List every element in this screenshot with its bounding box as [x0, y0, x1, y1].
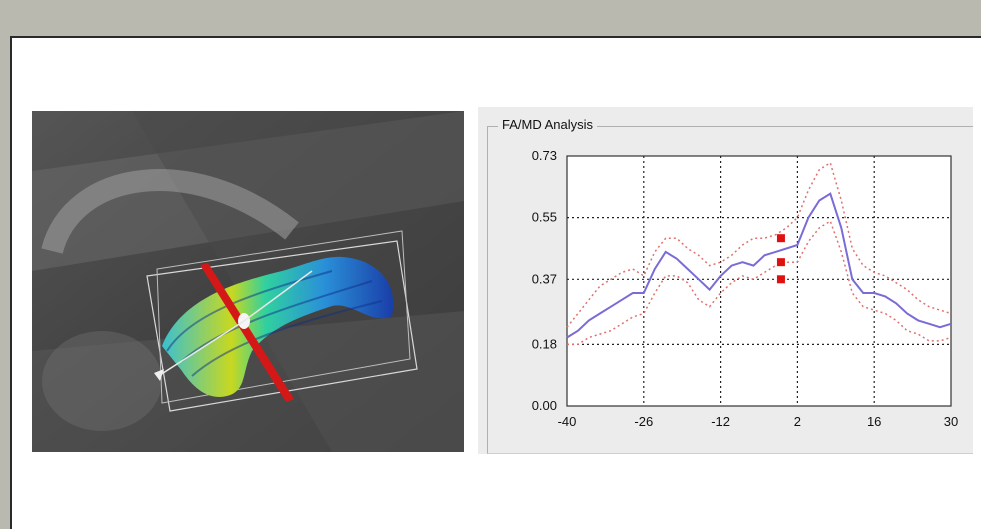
- x-tick-label: -26: [634, 414, 653, 429]
- y-tick-labels: 0.00 0.18 0.37 0.55 0.73: [532, 148, 557, 413]
- y-tick-label: 0.55: [532, 210, 557, 225]
- x-tick-label: 2: [794, 414, 801, 429]
- tractography-3d-viewport[interactable]: [32, 111, 464, 452]
- data-marker: [776, 275, 785, 284]
- y-tick-label: 0.37: [532, 271, 557, 286]
- point-markers: [776, 234, 785, 284]
- series-line-lower: [567, 219, 952, 346]
- y-tick-label: 0.00: [532, 398, 557, 413]
- grid-lines: [567, 156, 951, 406]
- y-tick-label: 0.73: [532, 148, 557, 163]
- series-lines: [566, 161, 952, 346]
- x-tick-label: -12: [711, 414, 730, 429]
- data-marker: [776, 258, 785, 267]
- data-marker: [776, 234, 785, 243]
- plot-area: [566, 155, 952, 407]
- series-line-mean: [566, 192, 952, 339]
- x-tick-label: 16: [867, 414, 881, 429]
- x-tick-labels: -40 -26 -12 2 16 30: [558, 414, 959, 429]
- x-tick-label: 30: [944, 414, 958, 429]
- y-tick-label: 0.18: [532, 336, 557, 351]
- tractography-render: [32, 111, 464, 452]
- groupbox-title: FA/MD Analysis: [498, 117, 598, 132]
- fa-md-groupbox: [487, 126, 973, 454]
- x-tick-label: -40: [558, 414, 577, 429]
